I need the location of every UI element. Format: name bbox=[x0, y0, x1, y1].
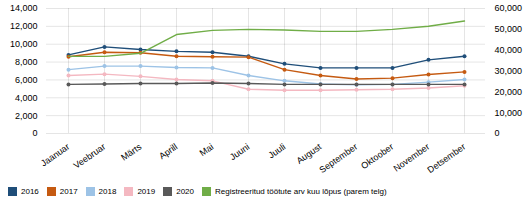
html-text:2020: 2020 bbox=[176, 187, 194, 196]
svg-text:November: November bbox=[392, 142, 432, 174]
svg-text:12,000: 12,000 bbox=[10, 21, 38, 31]
svg-text:0: 0 bbox=[495, 128, 500, 138]
svg-text:0: 0 bbox=[32, 128, 37, 138]
svg-text:Märts: Märts bbox=[119, 141, 144, 162]
svg-text:Aprill: Aprill bbox=[157, 142, 179, 162]
svg-text:4,000: 4,000 bbox=[15, 93, 38, 103]
svg-text:10,000: 10,000 bbox=[495, 108, 523, 118]
svg-text:10,000: 10,000 bbox=[10, 39, 38, 49]
svg-text:Juuli: Juuli bbox=[266, 142, 287, 161]
svg-text:20,000: 20,000 bbox=[495, 87, 523, 97]
svg-text:40,000: 40,000 bbox=[495, 45, 523, 55]
svg-text:2,000: 2,000 bbox=[15, 111, 38, 121]
svg-text:50,000: 50,000 bbox=[495, 24, 523, 34]
svg-text:8,000: 8,000 bbox=[15, 57, 38, 67]
svg-text:Mai: Mai bbox=[198, 142, 216, 159]
html-text:2018: 2018 bbox=[98, 187, 117, 196]
svg-text:Oktoober: Oktoober bbox=[359, 142, 395, 171]
svg-text:Juuni: Juuni bbox=[228, 142, 251, 163]
html-text:Registreeritud töötute arv kuu: Registreeritud töötute arv kuu lõpus (pa… bbox=[215, 187, 387, 196]
svg-text:Detsember: Detsember bbox=[426, 142, 468, 175]
svg-text:6,000: 6,000 bbox=[15, 75, 38, 85]
svg-text:30,000: 30,000 bbox=[495, 66, 523, 76]
html-text:2019: 2019 bbox=[137, 187, 156, 196]
svg-text:Jaanuar: Jaanuar bbox=[39, 142, 71, 169]
html-text:2016: 2016 bbox=[21, 187, 39, 196]
svg-text:14,000: 14,000 bbox=[10, 3, 38, 13]
html-text:2017: 2017 bbox=[59, 187, 78, 196]
svg-text:September: September bbox=[317, 142, 359, 175]
svg-text:60,000: 60,000 bbox=[495, 3, 523, 13]
svg-text:Veebruar: Veebruar bbox=[72, 142, 108, 171]
svg-text:August: August bbox=[295, 141, 324, 166]
